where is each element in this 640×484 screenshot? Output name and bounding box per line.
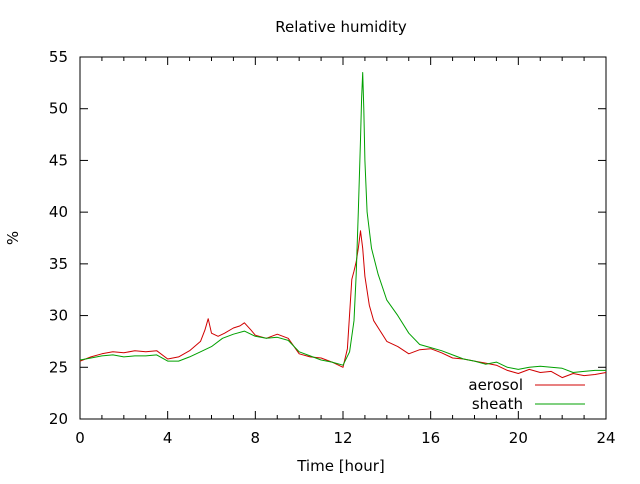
axis-ticks: 0 4 8 12 16 20 24 20 25 30 35 40 45 50 55	[49, 48, 616, 447]
series-lines	[79, 72, 607, 379]
y-tick-label: 30	[49, 307, 68, 325]
legend-label-aerosol: aerosol	[468, 376, 523, 394]
chart-title: Relative humidity	[275, 18, 407, 36]
y-tick-label: 55	[49, 48, 68, 66]
y-axis-label: %	[4, 231, 22, 245]
series-line-aerosol	[79, 230, 607, 379]
y-tick-label: 25	[49, 358, 68, 376]
x-tick-label: 20	[509, 429, 528, 447]
x-tick-label: 12	[333, 429, 352, 447]
legend-label-sheath: sheath	[472, 395, 523, 413]
y-tick-label: 45	[49, 151, 68, 169]
y-tick-label: 40	[49, 203, 68, 221]
x-axis-label: Time [hour]	[296, 457, 385, 475]
x-tick-label: 8	[251, 429, 261, 447]
series-line-sheath	[79, 72, 606, 373]
x-tick-label: 16	[421, 429, 440, 447]
x-tick-label: 24	[596, 429, 615, 447]
x-tick-label: 4	[163, 429, 173, 447]
x-tick-label: 0	[75, 429, 85, 447]
y-tick-label: 50	[49, 100, 68, 118]
y-tick-label: 20	[49, 410, 68, 428]
y-tick-label: 35	[49, 255, 68, 273]
